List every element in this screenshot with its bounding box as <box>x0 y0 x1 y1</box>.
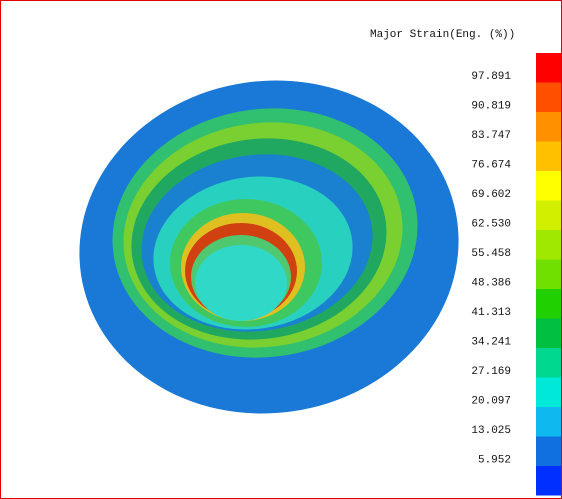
legend-label: 69.602 <box>471 189 511 201</box>
legend-swatch <box>536 260 561 290</box>
legend-label: 41.313 <box>471 307 511 319</box>
legend-label: 83.747 <box>471 130 511 142</box>
legend-swatch <box>536 53 561 83</box>
bottom <box>195 245 287 321</box>
legend-swatch <box>536 171 561 201</box>
legend-label: 48.386 <box>471 277 511 289</box>
legend-swatch <box>536 230 561 260</box>
legend-label: 90.819 <box>471 100 511 112</box>
legend-label: 97.891 <box>471 71 511 83</box>
legend-label: 76.674 <box>471 159 511 171</box>
screenshot: Major Strain(Eng. (%)) 97.891 90.819 83.74… <box>0 0 562 499</box>
legend-swatch <box>536 348 561 378</box>
legend-swatch <box>536 83 561 113</box>
legend-swatch <box>536 378 561 408</box>
legend-swatch <box>536 289 561 319</box>
contour-model <box>58 56 481 438</box>
legend-label: 5.952 <box>478 454 511 466</box>
result-view: Major Strain(Eng. (%)) 97.891 90.819 83.74… <box>1 1 561 498</box>
legend-swatch <box>536 112 561 142</box>
legend-label: 20.097 <box>471 395 511 407</box>
legend-label: 13.025 <box>471 425 511 437</box>
legend-swatch <box>536 437 561 467</box>
legend-label: 34.241 <box>471 336 511 348</box>
legend-label: 27.169 <box>471 366 511 378</box>
legend-label: 62.530 <box>471 218 511 230</box>
legend-swatch <box>536 407 561 437</box>
legend-swatch <box>536 201 561 231</box>
legend-swatch <box>536 466 561 496</box>
legend-title: Major Strain(Eng. (%)) <box>370 29 515 41</box>
legend-swatch <box>536 142 561 172</box>
legend-swatch <box>536 319 561 349</box>
legend-label: 55.458 <box>471 248 511 260</box>
